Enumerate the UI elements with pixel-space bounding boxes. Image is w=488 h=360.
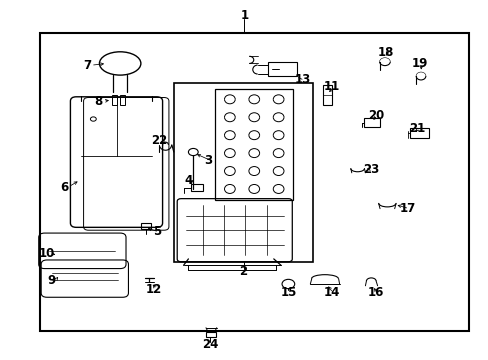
Text: 10: 10: [39, 247, 55, 260]
Text: 6: 6: [60, 181, 68, 194]
Text: 8: 8: [94, 95, 102, 108]
Text: 13: 13: [294, 73, 310, 86]
Text: 2: 2: [239, 265, 247, 278]
Text: 15: 15: [280, 287, 296, 300]
Text: 20: 20: [367, 109, 384, 122]
Text: 24: 24: [202, 338, 218, 351]
Text: 5: 5: [152, 225, 161, 238]
Text: 22: 22: [151, 134, 167, 147]
Text: 17: 17: [399, 202, 415, 215]
Text: 23: 23: [363, 163, 379, 176]
Text: 7: 7: [83, 59, 91, 72]
Text: 19: 19: [411, 57, 427, 70]
Text: 21: 21: [408, 122, 425, 135]
Bar: [190, 184, 203, 191]
Bar: [409, 128, 428, 138]
Bar: [173, 83, 312, 262]
Text: 14: 14: [324, 287, 340, 300]
Bar: [40, 33, 468, 330]
Text: 12: 12: [146, 283, 162, 296]
Bar: [322, 85, 331, 105]
Text: 16: 16: [367, 287, 384, 300]
Text: 11: 11: [324, 80, 340, 93]
Text: 18: 18: [377, 46, 393, 59]
Bar: [363, 118, 379, 127]
Bar: [112, 95, 117, 105]
Bar: [120, 95, 124, 105]
Bar: [267, 62, 297, 76]
Text: 4: 4: [184, 174, 192, 186]
Text: 1: 1: [240, 9, 248, 22]
Bar: [215, 89, 293, 200]
Bar: [206, 332, 216, 337]
Bar: [141, 224, 151, 229]
Text: 3: 3: [203, 154, 212, 167]
Text: 9: 9: [48, 274, 56, 287]
